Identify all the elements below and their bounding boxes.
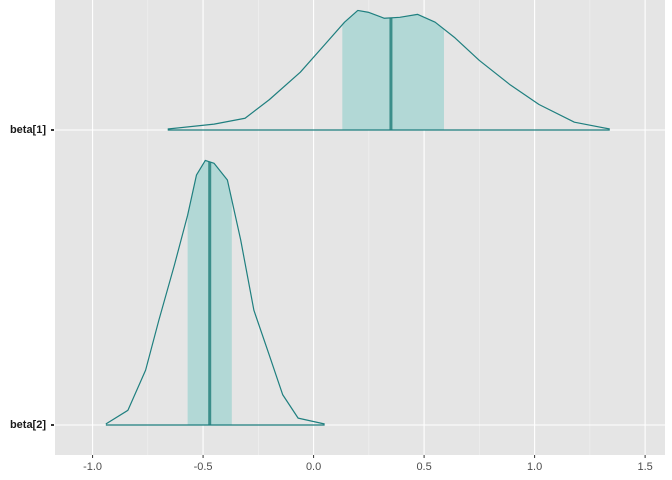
y-tick-label: beta[1] (10, 124, 46, 136)
x-tick-label: 0.0 (306, 461, 321, 473)
y-tick-label: beta[2] (10, 419, 46, 431)
x-tick-label: 0.5 (416, 461, 431, 473)
x-tick-label: 1.0 (527, 461, 542, 473)
x-tick-label: -0.5 (194, 461, 213, 473)
x-tick-label: 1.5 (637, 461, 652, 473)
density-curve (105, 159, 325, 425)
interval-area (342, 10, 444, 130)
x-tick-label: -1.0 (83, 461, 102, 473)
density-curve (167, 9, 610, 130)
